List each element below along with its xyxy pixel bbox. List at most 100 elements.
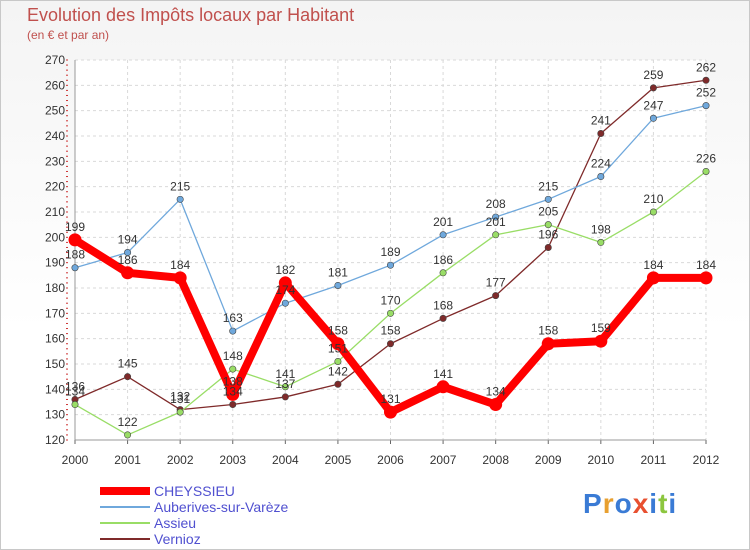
data-labels: 199 186 184 138 182 158 131 141 134 158 159 184 184 1… (65, 60, 716, 429)
data-point (226, 387, 240, 401)
data-point (71, 401, 79, 409)
data-point (492, 213, 500, 221)
data-label: 141 (275, 367, 295, 381)
logo-letter: P (583, 488, 603, 519)
data-point (281, 299, 289, 307)
data-point (176, 408, 184, 416)
data-point (386, 309, 394, 317)
data-label: 201 (433, 215, 453, 229)
data-label: 184 (696, 258, 716, 272)
chart-title: Evolution des Impôts locaux par Habitant (27, 5, 355, 25)
data-point (699, 271, 713, 285)
data-label: 259 (643, 68, 663, 82)
data-label: 138 (223, 374, 243, 388)
x-tick-label: 2011 (641, 453, 667, 467)
data-point (124, 249, 132, 257)
data-label: 215 (170, 179, 190, 193)
data-label: 132 (170, 390, 190, 404)
data-label: 151 (328, 341, 348, 355)
data-point (229, 327, 237, 335)
legend-swatch-cheyssieu (100, 487, 150, 495)
data-label: 199 (65, 220, 85, 234)
data-label: 196 (538, 227, 558, 241)
data-label: 158 (380, 324, 400, 338)
grid (74, 59, 707, 441)
data-label: 181 (328, 265, 348, 279)
chart-subtitle: (en € et par an) (27, 28, 110, 42)
x-tick-label: 2003 (219, 453, 246, 467)
data-point (229, 401, 237, 409)
data-point (278, 276, 292, 290)
legend-swatch-assieu (100, 522, 150, 524)
legend-label-auberives: Auberives-sur-Varèze (154, 499, 289, 515)
data-point (649, 84, 657, 92)
data-label: 215 (538, 179, 558, 193)
data-point (124, 373, 132, 381)
x-tick-label: 2008 (482, 453, 509, 467)
y-tick-label: 160 (45, 332, 65, 346)
legend-label-cheyssieu: CHEYSSIEU (154, 483, 235, 499)
data-point (334, 281, 342, 289)
data-point (436, 380, 450, 394)
data-point (334, 357, 342, 365)
proxiti-logo: Proxiti (583, 488, 677, 520)
y-tick-label: 210 (45, 205, 65, 219)
data-label: 137 (275, 377, 295, 391)
data-label: 189 (380, 245, 400, 259)
logo-letter: i (668, 488, 678, 519)
x-tick-label: 2006 (377, 453, 404, 467)
data-point (597, 173, 605, 181)
legend-item-auberives: Auberives-sur-Varèze (100, 499, 288, 515)
x-tick-label: 2007 (430, 453, 457, 467)
data-point (597, 238, 605, 246)
y-tick-label: 200 (45, 230, 65, 244)
y-tick-label: 250 (45, 104, 65, 118)
data-point (439, 269, 447, 277)
data-label: 134 (486, 385, 506, 399)
data-label: 205 (538, 205, 558, 219)
data-label: 262 (696, 60, 716, 74)
plot-area (75, 60, 706, 440)
data-label: 142 (328, 364, 348, 378)
data-point (124, 431, 132, 439)
data-point (176, 195, 184, 203)
legend-item-vernioz: Vernioz (100, 531, 288, 547)
data-point (439, 314, 447, 322)
y-tick-label: 170 (45, 306, 65, 320)
legend-label-vernioz: Vernioz (154, 531, 201, 547)
data-point (492, 231, 500, 239)
data-label: 226 (696, 151, 716, 165)
data-label: 182 (275, 263, 295, 277)
data-point (281, 383, 289, 391)
data-label: 131 (170, 392, 190, 406)
data-point (489, 398, 503, 412)
data-point (649, 208, 657, 216)
data-label: 145 (118, 357, 138, 371)
x-tick-label: 2002 (167, 453, 194, 467)
x-tick-label: 2010 (587, 453, 614, 467)
data-point (229, 365, 237, 373)
data-label: 141 (433, 367, 453, 381)
y-tick-label: 130 (45, 408, 65, 422)
data-point (492, 292, 500, 300)
y-tick-label: 180 (45, 281, 65, 295)
data-point (702, 76, 710, 84)
data-point (646, 271, 660, 285)
data-label: 158 (328, 324, 348, 338)
data-label: 163 (223, 311, 243, 325)
data-label: 159 (591, 321, 611, 335)
logo-letter: t (658, 488, 669, 519)
data-point (334, 380, 342, 388)
x-tick-label: 2012 (693, 453, 720, 467)
x-tick-label: 2000 (62, 453, 89, 467)
data-point (71, 264, 79, 272)
y-tick-label: 230 (45, 154, 65, 168)
data-label: 210 (643, 192, 663, 206)
axes: 120 130 140 150 160 170 180 190 200 210 220 230 240 2… (45, 53, 720, 467)
data-label: 198 (591, 222, 611, 236)
legend-item-cheyssieu: CHEYSSIEU (100, 483, 288, 499)
data-label: 208 (486, 197, 506, 211)
data-label: 224 (591, 157, 611, 171)
series-lines (68, 76, 713, 439)
data-label: 186 (433, 253, 453, 267)
